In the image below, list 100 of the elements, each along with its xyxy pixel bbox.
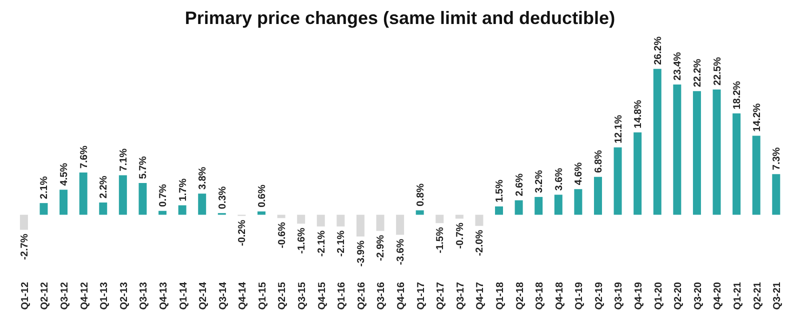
x-tick-label: Q2-20 bbox=[673, 282, 684, 310]
data-label: -0.7% bbox=[454, 222, 466, 249]
data-label: 6.8% bbox=[593, 150, 604, 173]
bar bbox=[376, 214, 384, 231]
bar bbox=[514, 200, 523, 215]
data-label: -3.9% bbox=[356, 240, 367, 267]
bar bbox=[257, 211, 266, 215]
x-tick-label: Q2-12 bbox=[40, 282, 51, 310]
data-label: 4.6% bbox=[574, 162, 585, 186]
data-label: -0.2% bbox=[237, 220, 248, 246]
x-tick-label: Q1-15 bbox=[257, 282, 268, 310]
data-label: 0.3% bbox=[217, 186, 228, 210]
x-tick-label: Q4-20 bbox=[712, 282, 724, 310]
bar bbox=[653, 68, 662, 215]
data-label: 1.7% bbox=[178, 178, 189, 202]
data-label: 14.2% bbox=[752, 103, 763, 132]
data-label: -1.5% bbox=[435, 227, 446, 254]
x-tick-label: Q1-17 bbox=[416, 282, 427, 310]
x-tick-label: Q2-14 bbox=[198, 282, 210, 310]
bar bbox=[198, 194, 206, 215]
x-tick-label: Q2-18 bbox=[514, 282, 526, 310]
data-label: 3.8% bbox=[198, 166, 209, 190]
bar bbox=[712, 89, 721, 215]
data-label: 7.3% bbox=[772, 147, 783, 170]
data-label: -2.1% bbox=[336, 230, 348, 257]
bar bbox=[316, 214, 325, 226]
data-label: -2.1% bbox=[316, 230, 328, 257]
x-tick-label: Q3-17 bbox=[455, 282, 466, 310]
x-tick-label: Q3-21 bbox=[772, 282, 784, 310]
data-label: 12.1% bbox=[613, 114, 624, 144]
x-tick-label: Q1-13 bbox=[99, 282, 110, 310]
data-label: 2.2% bbox=[98, 176, 110, 199]
x-tick-label: Q3-16 bbox=[376, 282, 388, 310]
x-tick-label: Q2-13 bbox=[118, 282, 130, 310]
data-label: -1.6% bbox=[296, 228, 308, 254]
data-label: 23.4% bbox=[672, 52, 684, 80]
x-tick-label: Q2-16 bbox=[356, 282, 368, 310]
x-tick-label: Q3-14 bbox=[218, 282, 229, 310]
data-label: 7.1% bbox=[118, 148, 130, 172]
bar bbox=[574, 189, 582, 215]
data-label: 26.2% bbox=[652, 36, 664, 65]
bar bbox=[534, 196, 543, 215]
bar bbox=[336, 214, 345, 226]
chart-title: Primary price changes (same limit and deductible) bbox=[184, 8, 616, 30]
data-label: 22.2% bbox=[692, 58, 704, 88]
x-tick-label: Q2-19 bbox=[594, 282, 605, 310]
bar bbox=[79, 172, 88, 215]
data-label: 3.6% bbox=[554, 168, 565, 191]
x-tick-label: Q1-16 bbox=[336, 282, 348, 310]
x-tick-label: Q2-21 bbox=[752, 282, 764, 310]
bar bbox=[436, 214, 444, 224]
x-tick-label: Q4-15 bbox=[316, 282, 328, 310]
x-tick-label: Q3-18 bbox=[534, 282, 546, 310]
bar bbox=[138, 183, 147, 215]
x-tick-label: Q1-21 bbox=[732, 282, 744, 310]
data-label: 0.8% bbox=[415, 183, 426, 206]
data-label: 4.5% bbox=[59, 162, 70, 186]
x-tick-label: Q3-13 bbox=[138, 282, 150, 310]
bar bbox=[732, 113, 741, 215]
data-label: 14.8% bbox=[633, 100, 644, 128]
data-label: -3.6% bbox=[396, 238, 407, 265]
bar bbox=[118, 175, 127, 215]
data-label: -2.0% bbox=[474, 230, 486, 256]
bar bbox=[475, 214, 484, 226]
data-label: 3.2% bbox=[534, 170, 546, 193]
bar bbox=[495, 206, 504, 215]
data-label: 1.5% bbox=[494, 180, 506, 202]
x-tick-label: Q1-20 bbox=[653, 282, 664, 310]
bar bbox=[396, 214, 404, 235]
x-tick-label: Q3-19 bbox=[614, 282, 625, 310]
bar bbox=[99, 202, 108, 215]
bar bbox=[178, 205, 186, 215]
bar bbox=[554, 194, 562, 215]
x-tick-label: Q3-15 bbox=[297, 282, 308, 310]
data-label: 0.7% bbox=[158, 184, 170, 207]
data-label: 7.6% bbox=[78, 146, 90, 168]
bar bbox=[40, 203, 48, 215]
data-label: -0.6% bbox=[276, 222, 288, 248]
data-label: 0.6% bbox=[256, 184, 268, 208]
bar bbox=[158, 210, 167, 215]
x-tick-label: Q2-17 bbox=[436, 282, 447, 310]
bar bbox=[692, 91, 701, 215]
bar bbox=[297, 214, 306, 224]
x-tick-label: Q4-19 bbox=[634, 282, 645, 310]
x-tick-label: Q1-18 bbox=[494, 282, 506, 310]
x-tick-label: Q4-16 bbox=[396, 282, 407, 310]
bar bbox=[20, 214, 28, 230]
data-label: 2.6% bbox=[514, 173, 526, 196]
bar bbox=[594, 176, 602, 215]
bar bbox=[455, 214, 464, 219]
x-tick-label: Q4-18 bbox=[554, 282, 566, 310]
bar bbox=[673, 84, 682, 215]
bar bbox=[277, 214, 286, 218]
bar bbox=[772, 174, 780, 215]
bar bbox=[60, 190, 68, 215]
x-tick-label: Q4-14 bbox=[238, 282, 249, 310]
x-tick-label: Q2-15 bbox=[277, 282, 288, 310]
data-label: 2.1% bbox=[39, 176, 50, 200]
bar bbox=[752, 136, 760, 215]
x-tick-label: Q1-12 bbox=[20, 282, 31, 310]
